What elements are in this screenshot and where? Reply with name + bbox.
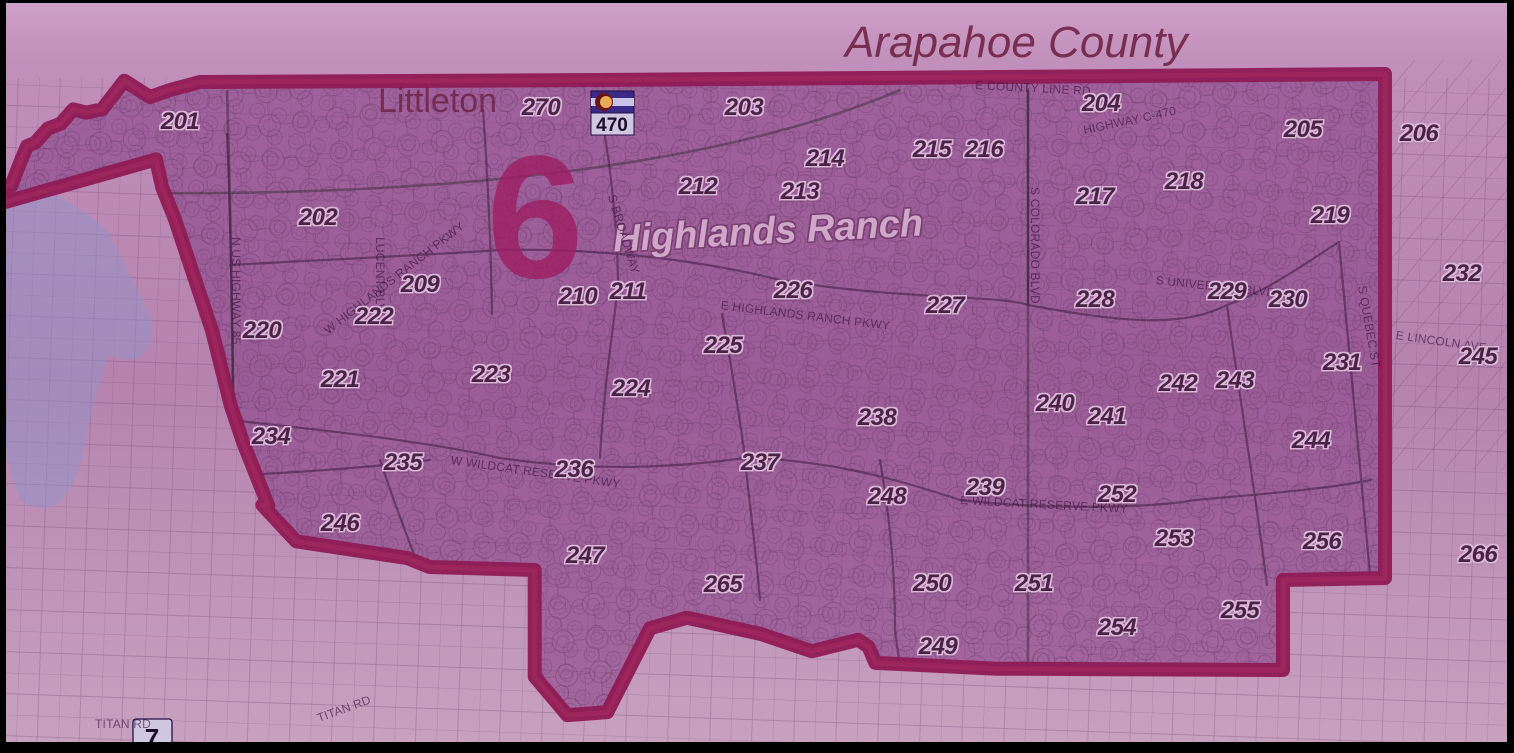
svg-text:470: 470 bbox=[596, 115, 628, 136]
